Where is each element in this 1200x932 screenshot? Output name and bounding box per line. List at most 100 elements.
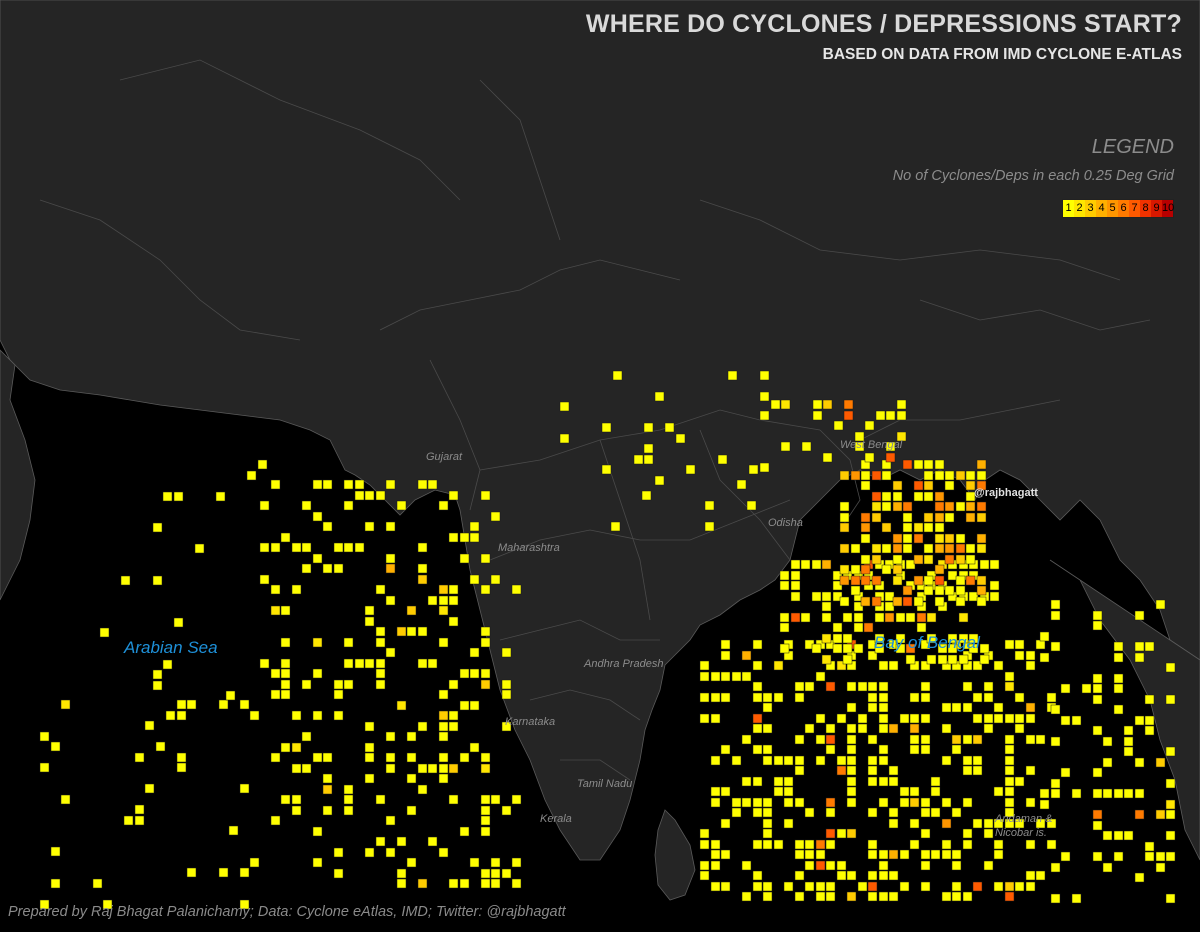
grid-cell [748,464,759,475]
grid-cell [976,470,987,481]
grid-cell [438,500,449,511]
grid-cell [1165,778,1176,789]
grid-cell [469,857,480,868]
grid-cell [1113,673,1124,684]
grid-cell [794,839,805,850]
grid-cell [438,773,449,784]
grid-cell [958,654,969,665]
grid-cell [881,522,892,533]
grid-cell [50,846,61,857]
grid-cell [976,543,987,554]
grid-cell [930,786,941,797]
grid-cell [1050,893,1061,904]
grid-cell [333,679,344,690]
grid-cell [343,658,354,669]
grid-cell [759,370,770,381]
grid-cell [832,570,843,581]
label-kerala: Kerala [540,813,572,825]
grid-cell [1113,683,1124,694]
grid-cell [459,553,470,564]
grid-cell [752,681,763,692]
grid-cell [815,671,826,682]
grid-cell [934,459,945,470]
grid-cell [720,881,731,892]
grid-cell [312,826,323,837]
grid-cell [902,459,913,470]
grid-cell [867,891,878,902]
grid-cell [1039,631,1050,642]
grid-cell [270,752,281,763]
grid-cell [1134,715,1145,726]
grid-cell [836,828,847,839]
label-andaman-line1: Andaman & [995,813,1053,825]
grid-cell [194,543,205,554]
grid-cell [913,575,924,586]
grid-cell [934,522,945,533]
grid-cell [490,574,501,585]
grid-cell [720,639,731,650]
grid-cell [871,470,882,481]
grid-cell [888,849,899,860]
grid-cell [864,452,875,463]
grid-cell [783,797,794,808]
grid-cell [1004,765,1015,776]
grid-cell [962,702,973,713]
label-karnataka: Karnataka [505,716,556,728]
grid-cell [1039,799,1050,810]
grid-cell [301,563,312,574]
legend-swatch-5: 5 [1107,200,1118,217]
grid-cell [867,839,878,850]
grid-cell [896,431,907,442]
grid-cell [780,441,791,452]
grid-cell [1102,862,1113,873]
grid-cell [1144,841,1155,852]
grid-cell [923,585,934,596]
grid-cell [123,815,134,826]
grid-cell [176,762,187,773]
grid-cell [773,786,784,797]
grid-cell [720,818,731,829]
grid-cell [385,752,396,763]
grid-cell [257,459,268,470]
grid-cell [773,692,784,703]
grid-cell [438,689,449,700]
grid-cell [1102,788,1113,799]
grid-cell [867,681,878,692]
grid-cell [909,713,920,724]
grid-cell [762,755,773,766]
grid-cell [913,554,924,565]
grid-cell [1025,839,1036,850]
grid-cell [322,752,333,763]
grid-cell [983,681,994,692]
grid-cell [270,689,281,700]
grid-cell [955,543,966,554]
grid-cell [815,891,826,902]
grid-cell [888,660,899,671]
grid-cell [312,710,323,721]
map-subtitle: BASED ON DATA FROM IMD CYCLONE E-ATLAS [822,46,1182,63]
grid-cell [259,658,270,669]
grid-cell [846,828,857,839]
grid-cell [312,752,323,763]
grid-cell [853,612,864,623]
grid-cell [39,899,50,910]
grid-cell [853,643,864,654]
legend-subtitle: No of Cyclones/Deps in each 0.25 Deg Gri… [892,168,1174,184]
grid-cell [923,480,934,491]
grid-cell [752,839,763,850]
grid-cell [941,839,952,850]
grid-cell [860,522,871,533]
grid-cell [794,755,805,766]
grid-cell [839,543,850,554]
grid-cell [50,878,61,889]
grid-cell [720,671,731,682]
grid-cell [857,723,868,734]
grid-cell [892,543,903,554]
grid-cell [839,564,850,575]
grid-cell [438,752,449,763]
grid-cell [832,643,843,654]
grid-cell [825,797,836,808]
grid-cell [312,511,323,522]
grid-cell [944,470,955,481]
grid-cell [951,849,962,860]
